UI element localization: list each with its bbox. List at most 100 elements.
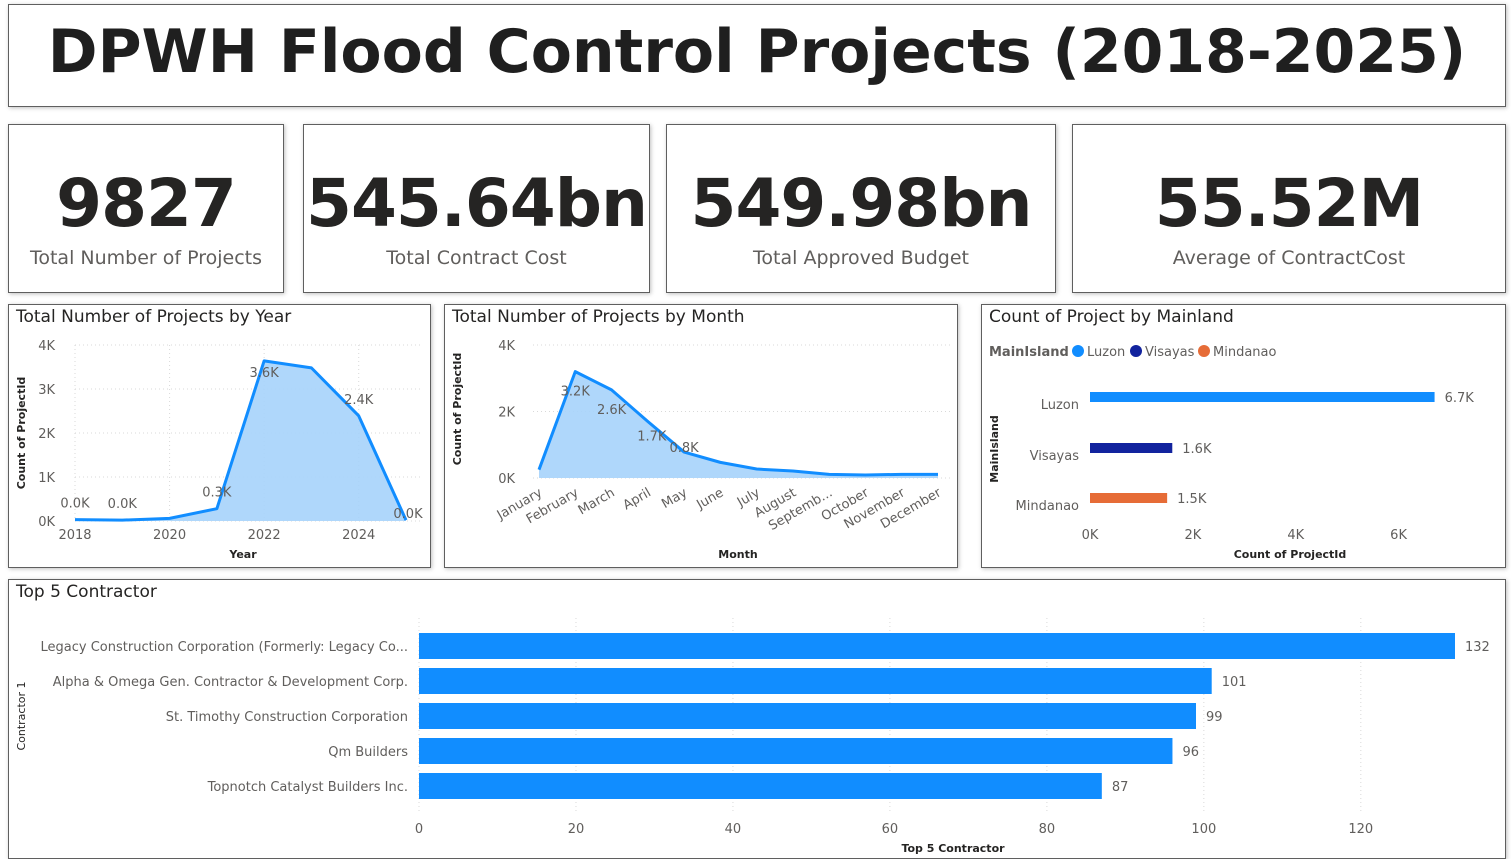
kpi-card-average-contract-cost[interactable]: 55.52M Average of ContractCost [1072,124,1506,293]
series-line [74,359,408,522]
chart-card-projects-by-month[interactable]: Total Number of Projects by Month 0K 2K 4K… [444,304,958,568]
data-label: 132 [1465,640,1490,655]
data-label: 1.6K [1182,442,1212,457]
legend-dot [1198,345,1210,357]
x-tick-label: 2020 [153,528,186,543]
kpi-card-total-projects[interactable]: 9827 Total Number of Projects [8,124,284,293]
kpi-label: Total Number of Projects [29,247,263,269]
bar [419,773,1102,799]
kpi-card-total-contract-cost[interactable]: 545.64bn Total Contract Cost [303,124,650,293]
projects-by-year-chart: 0K 1K 2K 3K 4K 2018 2020 2022 2024 0.0K 0.0K 0.3K 3.… [15,339,423,561]
x-tick-label: June [693,485,726,513]
x-tick-label: 0 [415,822,423,837]
data-label: 99 [1206,710,1223,725]
x-tick-label: 60 [882,822,899,837]
series-line [537,370,938,477]
x-tick-label: April [621,485,654,513]
category-label: Luzon [1041,398,1079,413]
legend-dot [1130,345,1142,357]
x-tick-label: March [576,485,618,518]
y-tick-label: 2K [498,406,515,421]
chart-card-project-by-mainland[interactable]: Count of Project by Mainland MainIsland L… [981,304,1506,568]
data-label: 2.6K [597,403,627,418]
data-label: 0.8K [669,441,699,456]
kpi-value: 549.98bn [690,165,1033,242]
data-label: 101 [1222,675,1247,690]
x-tick-label: May [659,485,690,512]
data-label: 2.4K [344,393,374,408]
projects-by-month-chart: 0K2K4K3.2K2.6K1.7K0.8KJanuaryFebruaryMar… [451,339,952,561]
data-label: 0.0K [393,507,423,522]
x-axis-title: Month [718,548,757,561]
x-axis-title: Top 5 Contractor [901,842,1005,855]
project-by-mainland-chart: MainIsland Luzon Visayas Mindanao 6.7K Luzon 1… [988,345,1475,561]
legend-label: Visayas [1145,345,1195,360]
y-axis-title: MainIsland [988,415,1001,483]
data-label: 1.7K [637,429,667,444]
ribbon-strip [0,0,1511,4]
data-label: 3.6K [250,366,280,381]
kpi-label: Average of ContractCost [1172,247,1406,269]
bar [419,633,1455,659]
data-label: 96 [1182,745,1199,760]
kpi-label: Total Contract Cost [386,247,567,269]
chart-title: Total Number of Projects by Year [16,307,292,327]
top-contractors-chart: 0 20 40 60 80 100 120 132 Legacy Construction Co… [15,618,1490,855]
chart-card-top-contractors[interactable]: Top 5 Contractor 0 20 40 60 80 100 120 132 Legac… [8,579,1506,859]
title-card: DPWH Flood Control Projects (2018-2025) [8,4,1506,107]
bar [419,703,1196,729]
kpi-label: Total Approved Budget [753,247,969,269]
data-label: 0.3K [202,486,232,501]
y-tick-label: 0K [498,472,515,487]
x-tick-label: 80 [1039,822,1056,837]
chart-title: Top 5 Contractor [16,582,157,602]
chart-card-projects-by-year[interactable]: Total Number of Projects by Year 0K 1K 2K 3… [8,304,431,568]
y-tick-label: 2K [38,427,55,442]
y-axis-title: Contractor 1 [15,681,28,750]
y-tick-label: 1K [38,471,55,486]
kpi-card-total-approved-budget[interactable]: 549.98bn Total Approved Budget [666,124,1056,293]
x-tick-label: 120 [1348,822,1373,837]
category-label: Qm Builders [328,745,408,760]
legend-dot [1072,345,1084,357]
kpi-value: 545.64bn [306,165,648,242]
y-axis-title: Count of ProjectId [451,353,464,466]
kpi-value: 55.52M [1154,165,1424,242]
x-axis-title: Year [228,548,257,561]
y-tick-label: 0K [38,515,55,530]
category-label: Alpha & Omega Gen. Contractor & Developm… [53,675,408,690]
y-tick-label: 4K [498,339,515,354]
area-fill [75,360,406,521]
bar [419,668,1212,694]
x-tick-label: 2022 [248,528,281,543]
category-label: Topnotch Catalyst Builders Inc. [207,780,408,795]
kpi-value: 9827 [56,165,237,242]
category-label: Legacy Construction Corporation (Formerl… [41,640,408,655]
x-tick-label: 2024 [342,528,375,543]
y-axis-title: Count of ProjectId [15,377,28,490]
y-tick-label: 3K [38,383,55,398]
x-tick-label: 2K [1184,528,1201,543]
bar [1090,493,1168,503]
bar [1090,392,1435,402]
x-tick-label: 100 [1191,822,1216,837]
legend-label: Luzon [1087,345,1125,360]
data-label: 3.2K [561,385,591,400]
y-tick-label: 4K [38,339,55,354]
category-label: Mindanao [1016,499,1079,514]
x-tick-label: 0K [1082,528,1099,543]
chart-title: Count of Project by Mainland [989,307,1234,327]
dashboard-title: DPWH Flood Control Projects (2018-2025) [47,17,1467,87]
data-label: 0.0K [108,497,138,512]
category-label: Visayas [1030,449,1080,464]
area-fill [539,371,938,478]
x-tick-label: 40 [725,822,742,837]
data-label: 1.5K [1177,492,1207,507]
category-label: St. Timothy Construction Corporation [166,710,408,725]
data-label: 6.7K [1445,391,1475,406]
legend-label: Mindanao [1213,345,1276,360]
data-label: 87 [1112,780,1129,795]
x-tick-label: 6K [1390,528,1407,543]
bar [419,738,1173,764]
chart-title: Total Number of Projects by Month [452,307,745,327]
